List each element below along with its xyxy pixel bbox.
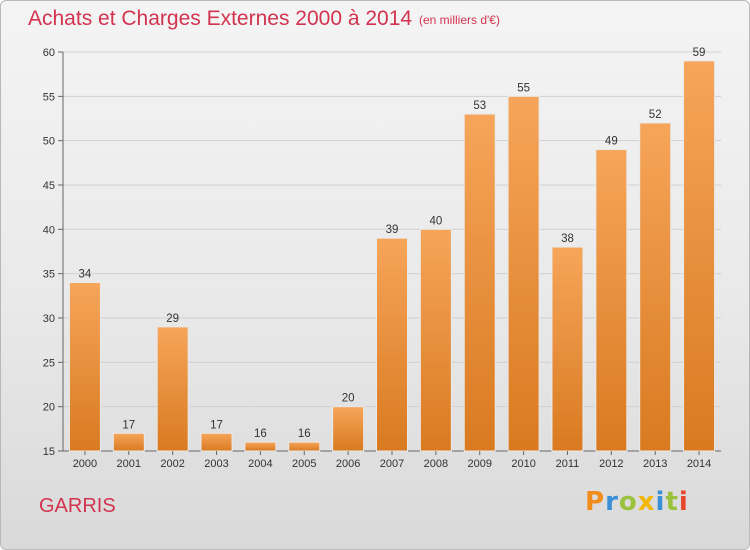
y-tick-label: 35	[43, 269, 55, 281]
bar-value-label: 29	[166, 313, 179, 325]
bar-value-label: 49	[605, 136, 618, 148]
y-tick-label: 60	[43, 47, 55, 59]
x-tick-label: 2004	[248, 458, 272, 470]
x-tick-label: 2008	[424, 458, 448, 470]
x-tick-label: 2007	[380, 458, 404, 470]
x-tick-label: 2010	[511, 458, 535, 470]
x-tick-label: 2002	[160, 458, 184, 470]
commune-name: GARRIS	[39, 495, 116, 517]
y-tick-label: 25	[43, 357, 55, 369]
bar-2004	[244, 441, 277, 452]
bar-value-label: 17	[122, 419, 135, 431]
bar-value-label: 55	[517, 82, 530, 94]
bar-value-label: 52	[649, 109, 662, 121]
chart-subtitle: (en milliers d'€)	[419, 13, 500, 27]
bars	[68, 60, 716, 452]
x-tick-label: 2000	[73, 458, 97, 470]
bar-2012	[595, 149, 628, 452]
x-tick-label: 2009	[467, 458, 491, 470]
x-tick-label: 2014	[687, 458, 711, 470]
x-tick-label: 2003	[204, 458, 228, 470]
x-tick-label: 2005	[292, 458, 316, 470]
y-tick-label: 50	[43, 136, 55, 148]
x-tick-label: 2011	[556, 458, 580, 470]
bar-value-label: 38	[561, 233, 574, 245]
bar-2002	[156, 326, 189, 452]
bar-value-label: 17	[210, 419, 223, 431]
bar-value-label: 40	[429, 215, 442, 227]
bar-labels: 34 17 29 17 16 16 20 39 40 53 55 38 49 52 59	[79, 47, 706, 440]
logo-letter: o	[618, 487, 638, 517]
bar-2007	[376, 237, 408, 452]
logo-letter: r	[605, 487, 619, 517]
logo-letter: P	[585, 487, 606, 517]
bar-2009	[463, 113, 496, 452]
chart-title: Achats et Charges Externes 2000 à 2014	[28, 7, 413, 30]
logo-letter: i	[678, 487, 689, 517]
bar-2013	[639, 122, 672, 452]
bar-2014	[683, 60, 716, 452]
x-tick-label: 2013	[643, 458, 667, 470]
y-tick-label: 55	[43, 91, 55, 103]
bar-value-label: 16	[254, 428, 267, 440]
bar-value-label: 16	[298, 428, 311, 440]
y-tick-label: 45	[43, 180, 55, 192]
bar-2005	[288, 441, 321, 452]
y-tick-label: 15	[43, 446, 55, 458]
bar-2008	[419, 228, 452, 452]
bar-value-label: 20	[342, 393, 355, 405]
y-tick-label: 40	[43, 224, 55, 236]
bar-2010	[507, 95, 540, 452]
bar-2011	[551, 246, 584, 452]
tick-labels: 15 20 25 30 35 40 45 50 55 60 2000 2001 2002 2003 2004…	[43, 47, 712, 470]
logo-letter: t	[665, 487, 679, 517]
x-tick-label: 2012	[599, 458, 623, 470]
bar-value-label: 53	[473, 100, 486, 112]
x-tick-label: 2006	[336, 458, 360, 470]
bar-value-label: 39	[386, 224, 399, 236]
bar-2000	[68, 282, 101, 452]
bar-2003	[200, 432, 233, 452]
bar-value-label: 34	[79, 269, 92, 281]
bar-2006	[332, 406, 365, 452]
proxiti-logo[interactable]: Proxiti	[585, 487, 689, 517]
logo-letter: x	[637, 487, 656, 517]
bar-value-label: 59	[693, 47, 706, 59]
y-tick-label: 30	[43, 313, 55, 325]
logo-letter: i	[655, 487, 666, 517]
x-tick-label: 2001	[117, 458, 141, 470]
bar-2001	[112, 432, 145, 452]
y-tick-label: 20	[43, 402, 55, 414]
